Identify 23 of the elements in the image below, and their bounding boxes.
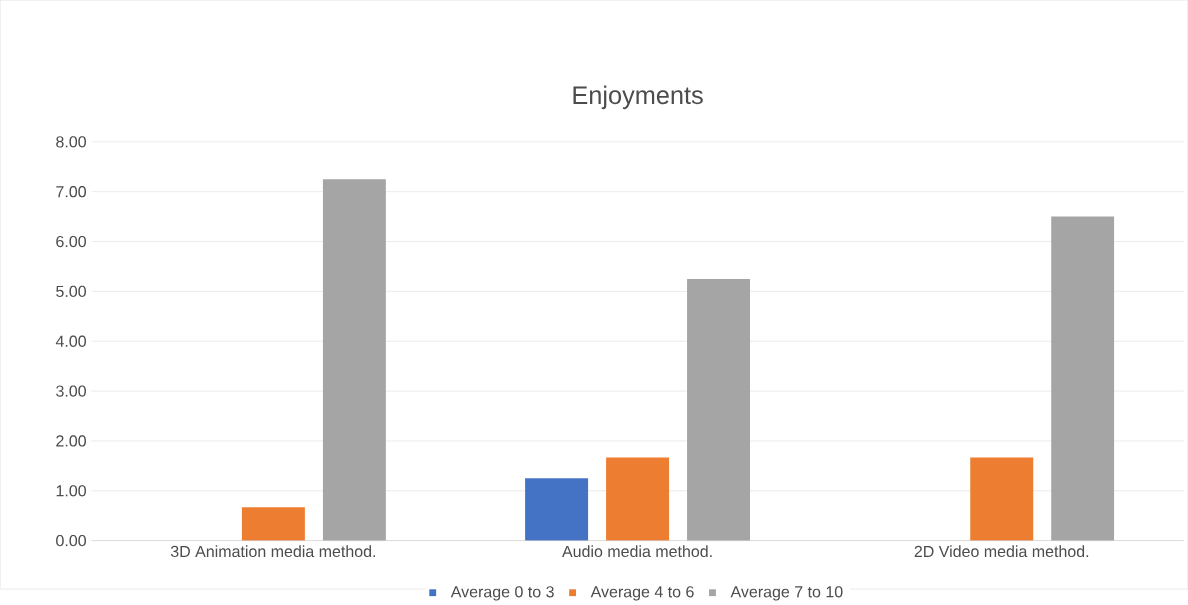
bar [1051, 216, 1115, 541]
x-tick-label: 2D Video media method. [914, 545, 1089, 558]
bar [606, 457, 670, 541]
y-tick-label: 3.00 [56, 385, 86, 397]
bar [970, 457, 1034, 541]
legend-label: Average 7 to 10 [730, 586, 843, 601]
bar [322, 179, 386, 541]
legend-label: Average 4 to 6 [590, 586, 694, 601]
y-tick-label: 7.00 [56, 186, 86, 198]
y-tick-label: 6.00 [56, 236, 86, 248]
chart-title: Enjoyments [573, 85, 703, 110]
x-tick-label: 3D Animation media method. [170, 545, 376, 558]
y-tick-label: 5.00 [56, 285, 86, 298]
legend-label: Average 0 to 3 [450, 586, 554, 601]
y-tick-label: 8.00 [56, 136, 86, 148]
bar [241, 507, 305, 541]
x-tick-label: Audio media method. [562, 545, 712, 558]
bar [687, 279, 751, 541]
y-tick-label: 0.00 [56, 535, 86, 547]
bar [525, 478, 589, 541]
y-tick-label: 2.00 [56, 435, 86, 447]
y-tick-label: 4.00 [55, 335, 86, 348]
y-tick-label: 1.00 [56, 485, 86, 497]
